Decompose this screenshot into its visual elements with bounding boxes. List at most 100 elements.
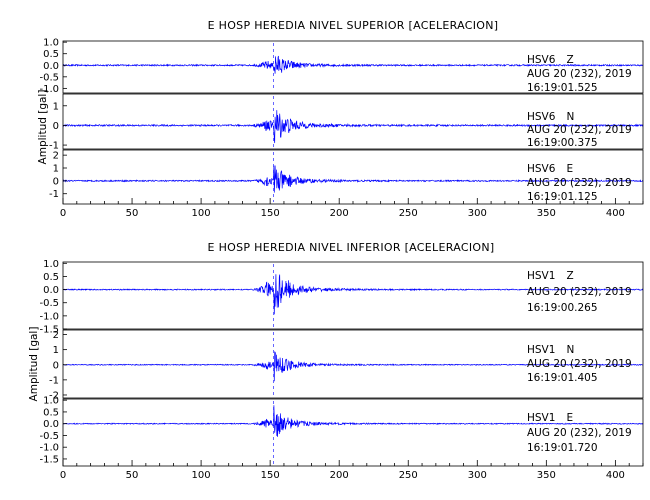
channel-code: HSV1 E bbox=[527, 412, 573, 424]
x-tick-label: 150 bbox=[261, 470, 280, 481]
y-tick-label: -1.5 bbox=[39, 325, 59, 336]
waveform-line bbox=[62, 165, 644, 193]
y-tick-label: -0.5 bbox=[39, 298, 59, 309]
channel-code: HSV6 E bbox=[527, 163, 573, 175]
y-tick-labels-inferior: 1.00.50.0-0.5-1.0-1.5210-1-21.00.50.0-0.… bbox=[39, 259, 67, 465]
channel-label-hsv6-e: HSV6 E AUG 20 (232), 2019 16:19:01.125 bbox=[527, 163, 632, 203]
panel-frame-hsv6-z bbox=[62, 40, 644, 94]
x-tick-label: 50 bbox=[126, 470, 139, 481]
x-axis-inferior: 0 50 100 150 200 250 300 350 400 bbox=[60, 460, 644, 481]
x-tick-label: 150 bbox=[261, 208, 280, 219]
x-tick-label: 50 bbox=[126, 208, 139, 219]
y-tick-label: 2 bbox=[53, 330, 59, 341]
channel-date: AUG 20 (232), 2019 bbox=[527, 358, 632, 370]
chart-title-inferior: E HOSP HEREDIA NIVEL INFERIOR [ACELERACI… bbox=[208, 241, 495, 254]
y-tick-label: 0 bbox=[53, 176, 59, 187]
channel-time: 16:19:00.265 bbox=[527, 302, 598, 314]
y-axis-label-inferior: Amplitud [gal] bbox=[28, 327, 40, 402]
waveform-line bbox=[62, 405, 644, 437]
y-tick-label: -2 bbox=[49, 390, 59, 401]
chart-inferior: E HOSP HEREDIA NIVEL INFERIOR [ACELERACI… bbox=[28, 241, 644, 481]
x-tick-label: 350 bbox=[537, 208, 556, 219]
channel-label-hsv6-n: HSV6 N AUG 20 (232), 2019 16:19:00.375 bbox=[527, 111, 632, 149]
x-tick-label: 250 bbox=[399, 470, 418, 481]
x-axis-superior: 0 50 100 150 200 250 300 350 400 bbox=[60, 198, 644, 219]
y-axis-label-superior: Amplitud [gal] bbox=[37, 90, 49, 165]
channel-date: AUG 20 (232), 2019 bbox=[527, 286, 632, 298]
y-tick-label: 0.5 bbox=[43, 272, 59, 283]
y-tick-label: -1.5 bbox=[39, 454, 59, 465]
x-tick-label: 200 bbox=[330, 470, 349, 481]
trace-hsv6-z bbox=[62, 43, 644, 91]
x-tick-label: 100 bbox=[192, 470, 211, 481]
traces-inferior bbox=[62, 264, 644, 464]
x-tick-label: 250 bbox=[399, 208, 418, 219]
y-tick-label: 0.0 bbox=[43, 61, 59, 72]
panel-frame-hsv1-z bbox=[62, 261, 644, 330]
y-tick-label: 0 bbox=[53, 121, 59, 132]
y-tick-label: -0.5 bbox=[39, 72, 59, 83]
y-tick-label: 1.0 bbox=[43, 38, 59, 49]
panel-frame-hsv1-n bbox=[62, 329, 644, 399]
chart-title-superior: E HOSP HEREDIA NIVEL SUPERIOR [ACELERACI… bbox=[208, 19, 499, 32]
channel-time: 16:19:00.375 bbox=[527, 137, 598, 149]
channel-time: 16:19:01.720 bbox=[527, 442, 598, 454]
channel-label-hsv1-n: HSV1 N AUG 20 (232), 2019 16:19:01.405 bbox=[527, 344, 632, 384]
channel-date: AUG 20 (232), 2019 bbox=[527, 427, 632, 439]
trace-hsv1-z bbox=[62, 264, 644, 327]
x-tick-label: 400 bbox=[606, 470, 625, 481]
channel-label-hsv1-z: HSV1 Z AUG 20 (232), 2019 16:19:00.265 bbox=[527, 270, 632, 314]
y-tick-label: 0.0 bbox=[43, 419, 59, 430]
channel-time: 16:19:01.525 bbox=[527, 82, 598, 94]
channel-code: HSV6 Z bbox=[527, 54, 574, 66]
waveform-line bbox=[62, 110, 644, 144]
x-tick-label: 300 bbox=[468, 470, 487, 481]
channel-code: HSV1 N bbox=[527, 344, 574, 356]
channel-code: HSV6 N bbox=[527, 111, 574, 123]
traces-superior bbox=[62, 43, 644, 202]
y-tick-label: 2 bbox=[53, 151, 59, 162]
x-tick-label: 300 bbox=[468, 208, 487, 219]
channel-code: HSV1 Z bbox=[527, 270, 574, 282]
panel-frame-hsv6-n bbox=[62, 93, 644, 150]
channel-time: 16:19:01.125 bbox=[527, 191, 598, 203]
trace-hsv1-e bbox=[62, 401, 644, 464]
trace-hsv6-n bbox=[62, 96, 644, 147]
y-tick-label: -1.0 bbox=[39, 311, 59, 322]
channel-label-hsv6-z: HSV6 Z AUG 20 (232), 2019 16:19:01.525 bbox=[527, 54, 632, 94]
x-tick-label: 200 bbox=[330, 208, 349, 219]
channel-label-hsv1-e: HSV1 E AUG 20 (232), 2019 16:19:01.720 bbox=[527, 412, 632, 454]
channel-date: AUG 20 (232), 2019 bbox=[527, 68, 632, 80]
y-tick-label: 1.0 bbox=[43, 396, 59, 407]
y-tick-label: -1.0 bbox=[39, 84, 59, 95]
channel-date: AUG 20 (232), 2019 bbox=[527, 177, 632, 189]
waveform-line bbox=[62, 55, 644, 74]
y-tick-label: 0 bbox=[53, 360, 59, 371]
x-tick-label: 400 bbox=[606, 208, 625, 219]
x-tick-label: 350 bbox=[537, 470, 556, 481]
y-tick-label: -1 bbox=[49, 375, 59, 386]
y-tick-label: -1.0 bbox=[39, 443, 59, 454]
y-tick-label: 0.5 bbox=[43, 49, 59, 60]
channel-time: 16:19:01.405 bbox=[527, 372, 598, 384]
y-tick-label: 1 bbox=[53, 345, 59, 356]
y-tick-label: 1 bbox=[53, 101, 59, 112]
y-tick-label: 0.5 bbox=[43, 407, 59, 418]
x-tick-label: 0 bbox=[60, 208, 66, 219]
y-tick-label: 0.0 bbox=[43, 285, 59, 296]
x-tick-label: 0 bbox=[60, 470, 66, 481]
waveform-line bbox=[62, 351, 643, 382]
y-tick-label: -0.5 bbox=[39, 431, 59, 442]
y-tick-label: -1 bbox=[49, 141, 59, 152]
y-tick-label: 1 bbox=[53, 164, 59, 175]
trace-hsv6-e bbox=[62, 152, 644, 202]
waveform-line bbox=[62, 274, 644, 315]
channel-date: AUG 20 (232), 2019 bbox=[527, 124, 632, 136]
chart-superior: E HOSP HEREDIA NIVEL SUPERIOR [ACELERACI… bbox=[37, 19, 644, 219]
x-tick-label: 100 bbox=[192, 208, 211, 219]
y-tick-label: -1 bbox=[49, 189, 59, 200]
trace-hsv1-n bbox=[62, 332, 643, 396]
y-tick-label: 1.0 bbox=[43, 259, 59, 270]
